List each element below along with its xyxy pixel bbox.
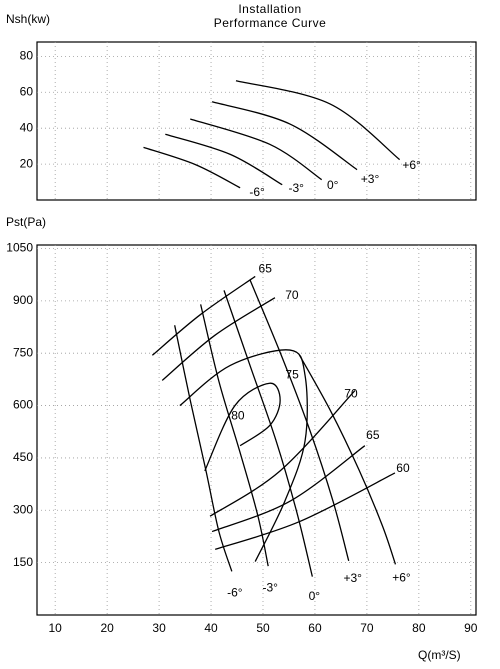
curve xyxy=(143,146,241,189)
curve-label: 75 xyxy=(285,368,299,382)
curve-label: +6° xyxy=(402,158,421,172)
curve xyxy=(161,297,276,381)
curve xyxy=(211,101,358,171)
y-tick-label: 600 xyxy=(13,398,33,412)
curve-label: 0° xyxy=(327,178,339,192)
curve xyxy=(249,279,350,562)
y-tick-label: 300 xyxy=(13,502,33,516)
curve xyxy=(211,445,366,533)
curve-label: -6° xyxy=(249,185,265,199)
x-tick-label: 30 xyxy=(152,621,166,635)
x-tick-label: 10 xyxy=(49,621,63,635)
curve-label: 65 xyxy=(259,262,273,276)
y-axis-label: Pst(Pa) xyxy=(6,215,46,229)
x-axis-label: Q(m³/S) xyxy=(418,648,461,662)
y-axis-label: Nsh(kw) xyxy=(6,12,50,26)
curve-label: 60 xyxy=(396,461,410,475)
curve-label: 80 xyxy=(231,409,245,423)
curve-label: -3° xyxy=(262,580,278,594)
curve-label: 70 xyxy=(344,387,358,401)
curve xyxy=(190,118,323,181)
y-tick-label: 40 xyxy=(20,120,34,134)
y-tick-label: 150 xyxy=(13,555,33,569)
x-tick-label: 60 xyxy=(308,621,322,635)
y-tick-label: 20 xyxy=(20,156,34,170)
curve-label: 0° xyxy=(309,589,321,603)
y-tick-label: 80 xyxy=(20,49,34,63)
chart-title: Installation Performance Curve xyxy=(213,2,327,30)
curve-label: +3° xyxy=(343,571,362,585)
y-tick-label: 750 xyxy=(13,345,33,359)
curve xyxy=(204,382,281,472)
x-tick-label: 90 xyxy=(464,621,478,635)
curve-label: 65 xyxy=(366,428,380,442)
x-tick-label: 20 xyxy=(100,621,114,635)
curve xyxy=(209,390,356,517)
curve-label: +3° xyxy=(361,172,380,186)
curve xyxy=(235,80,401,161)
y-tick-label: 1050 xyxy=(6,241,33,255)
x-tick-label: 80 xyxy=(412,621,426,635)
y-tick-label: 60 xyxy=(20,84,34,98)
curve xyxy=(151,275,256,356)
curve xyxy=(223,290,313,577)
curve-label: +6° xyxy=(392,571,411,585)
curve xyxy=(200,304,269,567)
curve-label: -6° xyxy=(227,586,243,600)
curve xyxy=(214,472,396,550)
curve-label: -3° xyxy=(288,181,304,195)
curve-label: 70 xyxy=(285,288,299,302)
plot-frame xyxy=(36,244,477,616)
x-tick-label: 70 xyxy=(360,621,374,635)
y-tick-label: 450 xyxy=(13,450,33,464)
x-tick-label: 50 xyxy=(256,621,270,635)
y-tick-label: 900 xyxy=(13,293,33,307)
plot-frame xyxy=(36,41,477,201)
curve xyxy=(165,133,283,186)
curve xyxy=(179,349,308,562)
curve xyxy=(298,354,397,565)
x-tick-label: 40 xyxy=(204,621,218,635)
